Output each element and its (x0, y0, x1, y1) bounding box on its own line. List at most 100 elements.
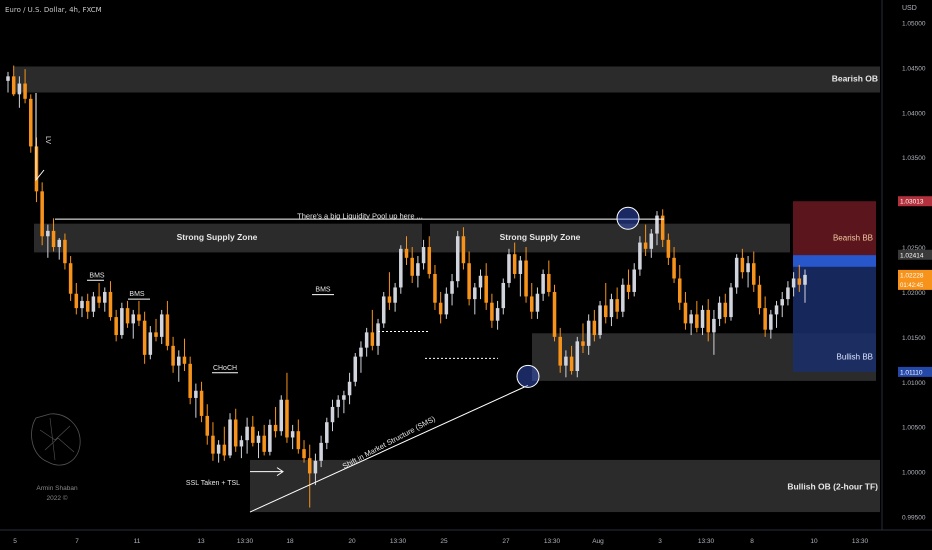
candle-body (723, 302, 728, 318)
candle-body (421, 247, 426, 264)
x-tick-11: Aug (592, 538, 604, 545)
chart-title: Euro / U.S. Dollar, 4h, FXCM (5, 6, 102, 14)
candle-body (376, 323, 380, 346)
candle-body (211, 435, 215, 454)
bullish-bb-box (793, 255, 876, 372)
candle-body (91, 296, 96, 312)
y-tick-9: 1.00500 (902, 425, 926, 432)
candle-body (177, 356, 181, 366)
candle-body (285, 399, 289, 438)
x-tick-9: 27 (502, 538, 510, 545)
candle-body (786, 287, 790, 300)
candle-body (746, 263, 750, 273)
candle-body (666, 239, 671, 258)
candle-body (347, 381, 352, 396)
candle-body (655, 215, 659, 234)
supply-zone-label-1: Strong Supply Zone (177, 232, 258, 242)
brain-network-icon (39, 417, 75, 461)
candle-body (507, 254, 511, 283)
candle-body (63, 239, 67, 264)
candle-body (97, 296, 101, 303)
candle-body (313, 460, 318, 474)
candle-body (216, 444, 221, 454)
candle-body (512, 254, 517, 274)
candle-body (256, 435, 261, 443)
candle-body (262, 435, 266, 452)
candle-body (564, 356, 568, 366)
candle-body (541, 273, 545, 294)
candle-body (740, 257, 745, 273)
y-tick-10: 1.00000 (902, 470, 926, 477)
price-badge-0 (898, 196, 932, 207)
candle-body (296, 431, 301, 450)
candle-body (763, 308, 767, 330)
circle-top (616, 206, 640, 230)
candle-body (484, 275, 488, 303)
candle-body (774, 305, 779, 315)
candle-body (336, 399, 340, 407)
candle-body (529, 296, 534, 312)
candle-body (182, 356, 187, 364)
candle-body (535, 293, 540, 312)
y-tick-1: 1.04500 (902, 65, 926, 72)
candle-body (108, 291, 113, 318)
x-tick-6: 20 (348, 538, 356, 545)
candle-body (330, 406, 335, 423)
candle-body (29, 98, 33, 147)
candle-body (17, 83, 22, 95)
x-tick-15: 10 (810, 538, 818, 545)
candle-body (490, 302, 494, 321)
candle-body (501, 282, 506, 309)
candle-body (438, 302, 443, 315)
candle-body (769, 314, 773, 330)
candle-body (370, 332, 375, 346)
candle-body (399, 248, 403, 288)
entry-band (793, 255, 876, 267)
candle-body (706, 309, 710, 333)
ssl-arrow-head (276, 467, 284, 477)
candle-body (239, 440, 244, 447)
candle-body (387, 296, 392, 303)
y-tick-0: 1.05000 (902, 20, 926, 27)
price-badge-2 (898, 269, 932, 290)
candle-body (154, 332, 158, 337)
price-badge-label-3: 1.01110 (900, 369, 923, 376)
candle-body (427, 247, 432, 274)
price-badge-sublabel-2: 01:42:45 (900, 283, 924, 289)
candle-body (364, 332, 369, 348)
x-tick-8: 25 (440, 538, 448, 545)
candle-body (199, 390, 204, 416)
watermark-logo (31, 413, 81, 466)
price-badge-label-1: 1.02414 (900, 252, 924, 259)
candle-body (325, 422, 329, 443)
candle-body (188, 363, 192, 398)
lv-label: LV (44, 136, 51, 144)
candle-body (353, 356, 358, 382)
x-tick-4: 13:30 (237, 538, 254, 545)
candle-body (6, 76, 10, 81)
candle-body (290, 431, 295, 438)
candle-body (638, 242, 642, 270)
candle-body (467, 263, 471, 300)
watermark-name: Armin Shaban (36, 485, 78, 492)
x-tick-10: 13:30 (544, 538, 561, 545)
price-badge-label-2: 1.02228 (900, 272, 924, 279)
y-tick-7: 1.01500 (902, 335, 926, 342)
candle-body (307, 458, 312, 474)
candle-body (695, 314, 699, 328)
candle-body (165, 314, 170, 346)
candle-body (194, 390, 198, 398)
x-tick-14: 8 (750, 538, 754, 545)
x-tick-12: 3 (658, 538, 662, 545)
price-badge-label-0: 1.03013 (900, 199, 924, 206)
candle-body (660, 215, 665, 240)
candle-body (609, 299, 614, 318)
bullish-bb-label: Bullish BB (837, 352, 873, 361)
candle-body (518, 260, 523, 274)
candle-body (114, 317, 118, 336)
candle-body (598, 305, 602, 336)
candle-body (683, 302, 688, 324)
candle-body (68, 263, 73, 294)
